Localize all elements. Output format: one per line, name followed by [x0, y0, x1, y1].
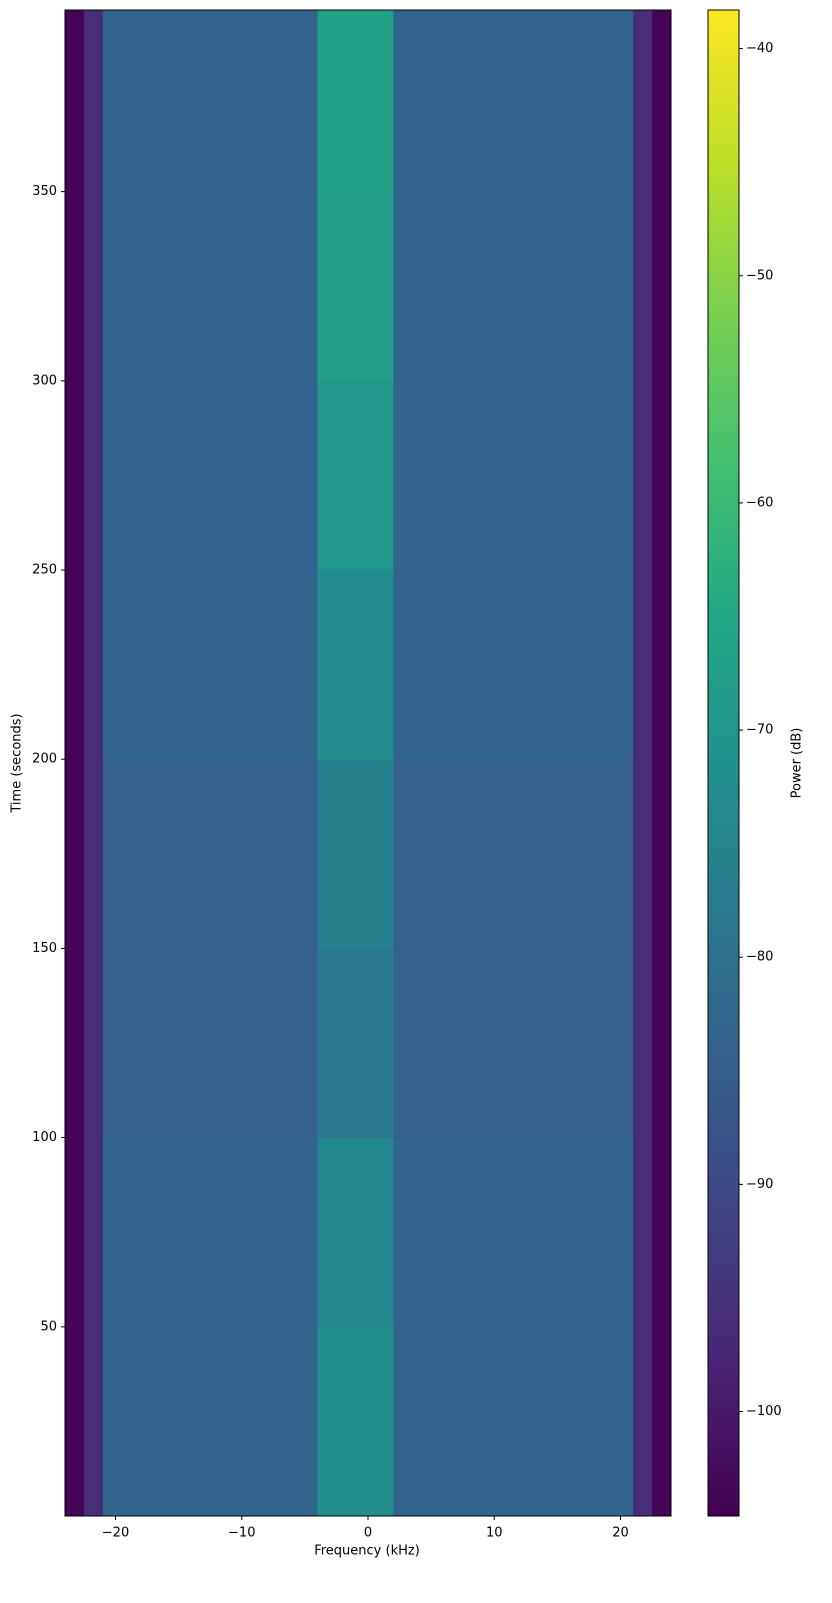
heatmap-cell — [65, 10, 85, 193]
x-tick-label: 0 — [364, 1526, 372, 1541]
heatmap-cell — [633, 191, 653, 382]
heatmap-cell — [652, 191, 672, 382]
heatmap-cell — [393, 948, 634, 1139]
heatmap-cell — [83, 10, 104, 193]
heatmap-cell — [393, 380, 634, 571]
heatmap-cell — [652, 570, 672, 760]
heatmap-cell — [652, 948, 672, 1139]
heatmap-cell — [317, 380, 394, 571]
x-tick-label: −20 — [102, 1526, 129, 1541]
y-tick-label: 350 — [32, 184, 57, 199]
colorbar-tick-label: −80 — [746, 950, 773, 965]
colorbar-label: Power (dB) — [790, 728, 805, 799]
heatmap-cell — [393, 10, 634, 193]
heatmap-cell — [65, 380, 85, 571]
heatmap-cell — [83, 380, 104, 571]
heatmap-cell — [633, 10, 653, 193]
heatmap-cell — [102, 1137, 318, 1328]
heatmap-cell — [652, 380, 672, 571]
heatmap-cell — [393, 191, 634, 382]
y-tick-label: 300 — [32, 373, 57, 388]
heatmap-cell — [102, 191, 318, 382]
heatmap-cell — [393, 1137, 634, 1328]
colorbar — [707, 9, 740, 1517]
y-tick-label: 100 — [32, 1130, 57, 1145]
heatmap-cell — [652, 1137, 672, 1328]
heatmap-cell — [102, 570, 318, 760]
x-tick-label: 10 — [486, 1526, 503, 1541]
heatmap-cell — [102, 759, 318, 949]
heatmap-cell — [317, 191, 394, 382]
heatmap-cell — [633, 759, 653, 949]
heatmap-cell — [83, 1137, 104, 1328]
heatmap-cell — [393, 759, 634, 949]
heatmap-cell — [652, 1326, 672, 1517]
heatmap-cell — [102, 10, 318, 193]
heatmap-cell — [633, 948, 653, 1139]
heatmap-cell — [83, 759, 104, 949]
heatmap-cell — [65, 1137, 85, 1328]
colorbar-tick-label: −40 — [746, 41, 773, 56]
heatmap-cell — [65, 191, 85, 382]
x-tick-label: −10 — [228, 1526, 255, 1541]
colorbar-tick-label: −60 — [746, 495, 773, 510]
x-axis-label: Frequency (kHz) — [314, 1544, 420, 1559]
y-axis-label: Time (seconds) — [10, 713, 25, 813]
heatmap-cell — [317, 10, 394, 193]
y-tick-label: 250 — [32, 563, 57, 578]
heatmap-cell — [633, 1326, 653, 1517]
y-tick-label: 50 — [40, 1319, 57, 1334]
heatmap-cell — [633, 570, 653, 760]
heatmap-cell — [393, 570, 634, 760]
heatmap-cell — [652, 759, 672, 949]
heatmap-cell — [65, 948, 85, 1139]
heatmap-cell — [65, 1326, 85, 1517]
colorbar-tick-label: −70 — [746, 723, 773, 738]
heatmap-cell — [65, 759, 85, 949]
colorbar-tick-label: −90 — [746, 1177, 773, 1192]
heatmap-cell — [83, 948, 104, 1139]
heatmap-cell — [317, 1137, 394, 1328]
heatmap-cell — [83, 570, 104, 760]
heatmap-cell — [83, 1326, 104, 1517]
heatmap-cell — [633, 1137, 653, 1328]
heatmap-cell — [83, 191, 104, 382]
colorbar-tick-label: −50 — [746, 268, 773, 283]
heatmap-cell — [65, 570, 85, 760]
heatmap-cell — [317, 1326, 394, 1517]
heatmap-cell — [102, 948, 318, 1139]
heatmap-cell — [317, 570, 394, 760]
heatmap-cell — [317, 948, 394, 1139]
heatmap-cell — [633, 380, 653, 571]
colorbar-tick-label: −100 — [746, 1404, 782, 1419]
heatmap-cell — [102, 380, 318, 571]
heatmap-cell — [393, 1326, 634, 1517]
heatmap-cell — [652, 10, 672, 193]
heatmap-cell — [102, 1326, 318, 1517]
y-tick-label: 200 — [32, 752, 57, 767]
heatmap-cell — [317, 759, 394, 949]
y-tick-label: 150 — [32, 941, 57, 956]
x-tick-label: 20 — [612, 1526, 629, 1541]
